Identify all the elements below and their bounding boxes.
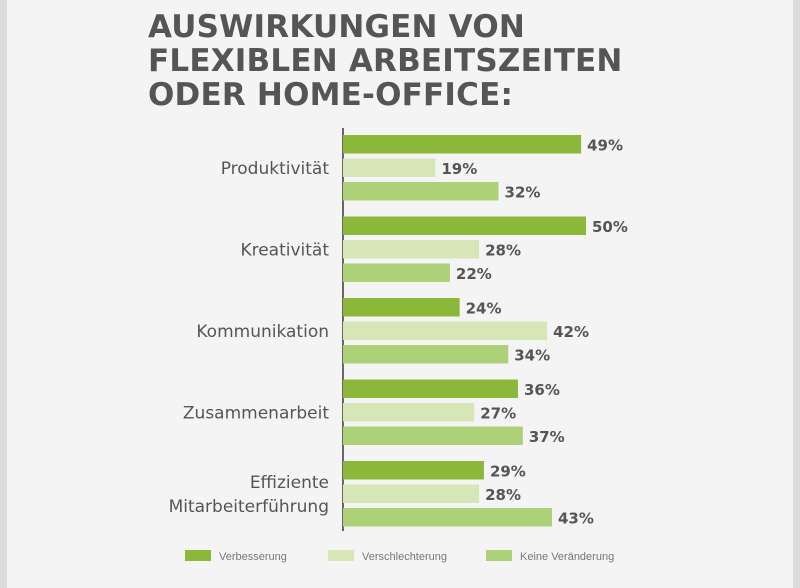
legend-label: Keine Veränderung [520,551,614,563]
chart-title: AUSWIRKUNGEN VON FLEXIBLEN ARBEITSZEITEN… [148,10,708,112]
category-label: Produktivität [221,159,330,179]
data-label: 34% [514,346,550,364]
bar [343,240,480,259]
bar [343,263,450,282]
category-label: Kommunikation [196,322,329,342]
category-label: Mitarbeiterführung [169,497,329,517]
data-label: 28% [485,486,521,504]
bar [343,182,499,201]
legend-label: Verbesserung [219,551,287,563]
bar [343,484,480,503]
data-label: 32% [505,183,541,201]
chart-title-line: FLEXIBLEN ARBEITSZEITEN [148,43,623,79]
data-label: 49% [587,136,623,154]
data-label: 42% [553,323,589,341]
bar [343,403,475,422]
bar [343,216,586,235]
data-label: 28% [485,241,521,259]
bar [343,508,552,527]
bar [343,135,582,154]
category-label: Effiziente [250,473,329,493]
chart-title-line: AUSWIRKUNGEN VON [148,9,526,45]
bar [343,345,509,364]
bar [343,298,460,317]
data-label: 29% [490,462,526,480]
bar [343,321,548,340]
chart-title-line: ODER HOME-OFFICE: [148,77,514,113]
category-label: Zusammenarbeit [183,403,329,423]
data-label: 36% [524,381,560,399]
data-label: 50% [592,218,628,236]
right-frame-border [793,0,800,588]
left-frame-border [0,0,7,588]
data-label: 27% [480,404,516,422]
data-label: 37% [529,428,565,446]
legend-label: Verschlechterung [362,551,447,563]
legend-swatch [185,550,211,561]
data-label: 19% [441,160,477,178]
data-label: 22% [456,265,492,283]
bar [343,426,523,445]
data-label: 24% [466,299,502,317]
legend-swatch [486,550,512,561]
bar [343,461,484,480]
bar [343,158,436,177]
legend-swatch [328,550,354,561]
category-label: Kreativität [240,240,329,260]
bar [343,379,518,398]
data-label: 43% [558,509,594,527]
